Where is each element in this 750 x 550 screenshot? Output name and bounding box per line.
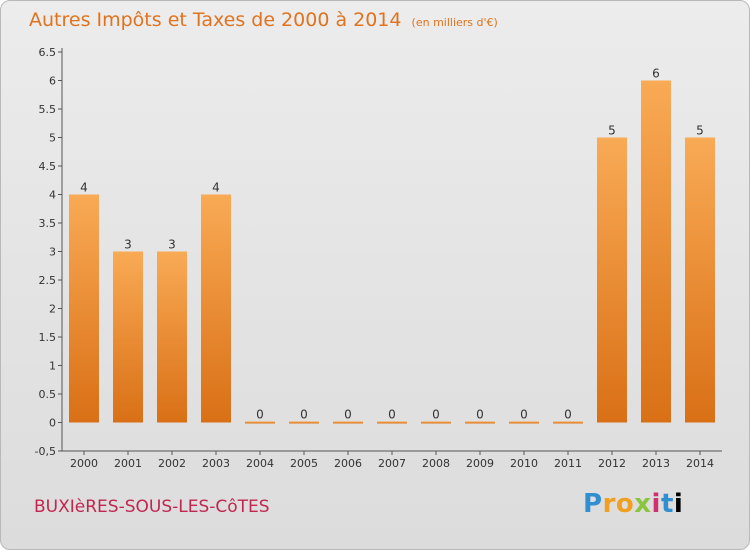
x-tick-label: 2002 <box>158 457 186 470</box>
bar-value-label: 4 <box>212 181 220 195</box>
bar <box>245 421 275 424</box>
y-tick-label: 6 <box>49 75 56 88</box>
bar-value-label: 0 <box>388 408 396 422</box>
x-tick-label: 2009 <box>466 457 494 470</box>
bar-value-label: 5 <box>696 124 704 138</box>
y-tick-label: 3 <box>49 246 56 259</box>
bar <box>553 421 583 424</box>
bar-value-label: 0 <box>520 408 528 422</box>
bar-value-label: 6 <box>652 67 660 81</box>
x-tick-label: 2013 <box>642 457 670 470</box>
bar <box>465 421 495 424</box>
y-tick-label: -0,5 <box>35 445 56 458</box>
x-tick-label: 2012 <box>598 457 626 470</box>
y-tick-label: 0.5 <box>39 388 57 401</box>
bar-value-label: 0 <box>564 408 572 422</box>
y-tick-label: 1.5 <box>39 331 57 344</box>
x-tick-label: 2006 <box>334 457 362 470</box>
bar <box>377 421 407 424</box>
x-tick-label: 2000 <box>70 457 98 470</box>
x-tick-label: 2014 <box>686 457 714 470</box>
bar <box>509 421 539 424</box>
x-tick-label: 2001 <box>114 457 142 470</box>
x-tick-label: 2007 <box>378 457 406 470</box>
bar-value-label: 0 <box>344 408 352 422</box>
chart-subtitle: (en milliers d'€) <box>411 16 498 29</box>
x-tick-label: 2011 <box>554 457 582 470</box>
commune-name: BUXIèRES-SOUS-LES-CôTES <box>34 497 270 517</box>
bar-value-label: 5 <box>608 124 616 138</box>
bar-value-label: 0 <box>256 408 264 422</box>
bar <box>201 194 231 423</box>
x-tick-label: 2003 <box>202 457 230 470</box>
bar <box>333 421 363 424</box>
bar-value-label: 3 <box>124 238 132 252</box>
y-tick-label: 0 <box>49 417 56 430</box>
y-tick-label: 1 <box>49 360 56 373</box>
bar <box>157 251 187 423</box>
y-tick-label: 5.5 <box>39 103 57 116</box>
y-tick-label: 3.5 <box>39 217 57 230</box>
bar-value-label: 0 <box>300 408 308 422</box>
y-tick-label: 6.5 <box>39 46 57 59</box>
bar <box>421 421 451 424</box>
bar <box>597 137 627 423</box>
x-tick-label: 2010 <box>510 457 538 470</box>
bar-value-label: 4 <box>80 181 88 195</box>
x-tick-label: 2004 <box>246 457 274 470</box>
bar-value-label: 0 <box>432 408 440 422</box>
bar <box>685 137 715 423</box>
y-tick-label: 4.5 <box>39 160 57 173</box>
bar <box>69 194 99 423</box>
bar-value-label: 0 <box>476 408 484 422</box>
y-tick-label: 2 <box>49 303 56 316</box>
y-tick-label: 5 <box>49 132 56 145</box>
bar-value-label: 3 <box>168 238 176 252</box>
x-tick-label: 2005 <box>290 457 318 470</box>
bar <box>113 251 143 423</box>
bar <box>641 80 671 423</box>
y-tick-label: 4 <box>49 189 56 202</box>
y-tick-label: 2.5 <box>39 274 57 287</box>
chart-title-text: Autres Impôts et Taxes de 2000 à 2014 <box>29 9 402 31</box>
x-tick-label: 2008 <box>422 457 450 470</box>
bar <box>289 421 319 424</box>
proxiti-logo: Proxiti <box>583 489 684 519</box>
chart-title: Autres Impôts et Taxes de 2000 à 2014 (e… <box>29 9 498 31</box>
